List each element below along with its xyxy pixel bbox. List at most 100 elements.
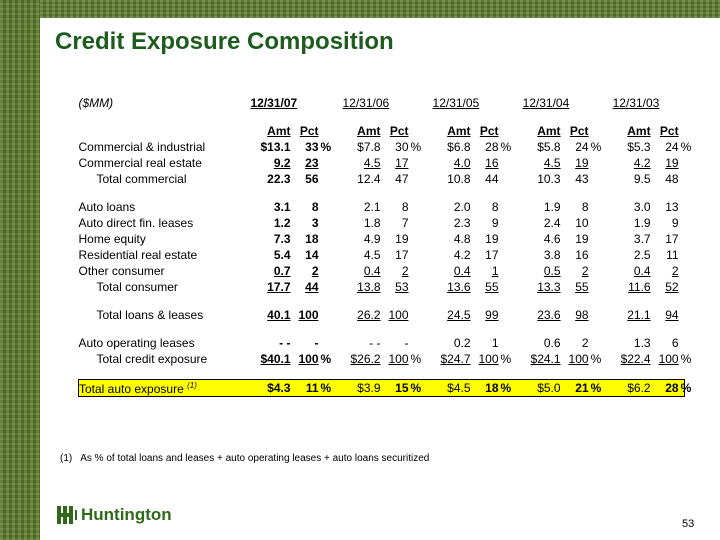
percent-sign (409, 263, 421, 279)
amount-cell: 9.2 (273, 156, 291, 170)
percent-sign (409, 307, 421, 323)
percent-sign (589, 155, 601, 171)
percent-sign (319, 199, 331, 215)
row-label: Total credit exposure (96, 352, 208, 366)
percent-sign (499, 199, 511, 215)
table-row: Other consumer 0.7 2 0.4 2 0.4 1 0.5 2 0.4 2 (79, 263, 685, 279)
percent-sign: % (588, 379, 602, 397)
percent-cell: 28 (650, 379, 679, 397)
percent-sign: % (320, 140, 332, 154)
amt-column-header: Amt (537, 124, 561, 138)
percent-sign (589, 215, 601, 231)
percent-cell: 8 (491, 200, 499, 214)
period-header: 12/31/04 (522, 96, 570, 110)
percent-sign (679, 155, 685, 171)
percent-cell: 55 (485, 280, 499, 294)
percent-sign (499, 279, 511, 295)
percent-cell: 9 (671, 216, 679, 230)
amount-cell: 4.5 (363, 156, 381, 170)
percent-sign (319, 335, 331, 351)
percent-cell: 100 (658, 352, 679, 366)
percent-cell: 17 (395, 248, 409, 262)
percent-sign (679, 215, 685, 231)
amt-column-header: Amt (357, 124, 381, 138)
percent-sign (319, 155, 331, 171)
amount-cell: 1.2 (273, 216, 291, 230)
percent-cell: 33 (305, 140, 319, 154)
amount-cell: 4.8 (453, 232, 471, 246)
percent-sign (499, 263, 511, 279)
amt-column-header: Amt (627, 124, 651, 138)
percent-sign (499, 231, 511, 247)
amount-cell: $7.8 (357, 140, 381, 154)
percent-cell: 100 (568, 352, 589, 366)
percent-cell: 19 (575, 232, 589, 246)
amount-cell: 26.2 (357, 308, 381, 322)
row-label: Commercial & industrial (78, 140, 206, 154)
amount-cell: $13.1 (260, 140, 291, 154)
percent-sign: % (500, 140, 512, 154)
amount-cell: 9.5 (633, 172, 651, 186)
amount-cell: $24.7 (440, 352, 471, 366)
percent-sign: % (500, 352, 512, 366)
percent-sign (679, 279, 685, 295)
period-header-row: ($MM) 12/31/07 12/31/06 12/31/05 12/31/0… (79, 95, 685, 111)
amount-cell: 2.0 (453, 200, 471, 214)
percent-cell: 30 (395, 140, 409, 154)
amount-cell: 10.8 (447, 172, 471, 186)
percent-sign: % (408, 379, 422, 397)
percent-cell: 2 (311, 264, 319, 278)
period-header: 12/31/06 (342, 96, 390, 110)
percent-sign (589, 263, 601, 279)
percent-cell: 16 (485, 156, 499, 170)
percent-cell: 17 (395, 156, 409, 170)
percent-sign (409, 279, 421, 295)
amount-cell: 0.2 (453, 336, 471, 350)
table-row: Commercial & industrial $13.1 33% $7.8 30% $6… (78, 139, 692, 155)
percent-cell: 11 (666, 248, 679, 262)
percent-cell: 15 (380, 379, 409, 397)
percent-cell: 19 (395, 232, 409, 246)
percent-sign: % (318, 379, 332, 397)
amount-cell: - - (369, 336, 381, 350)
pct-column-header: Pct (479, 124, 499, 138)
percent-sign (409, 215, 421, 231)
table-row: Total commercial 22.3 56 12.4 47 10.8 44 10.3 43… (79, 171, 685, 187)
amount-cell: 10.3 (537, 172, 561, 186)
percent-cell: 98 (575, 308, 589, 322)
percent-cell: 2 (581, 264, 589, 278)
percent-cell: 6 (671, 336, 679, 350)
percent-cell: 2 (401, 264, 409, 278)
top-decorative-band (40, 0, 720, 18)
percent-cell: 16 (575, 248, 589, 262)
amt-column-header: Amt (447, 124, 471, 138)
amount-cell: 2.4 (543, 216, 561, 230)
percent-cell: 8 (311, 200, 319, 214)
amount-cell: 4.9 (363, 232, 381, 246)
percent-sign: % (498, 379, 512, 397)
page-number: 53 (682, 518, 695, 530)
percent-sign (499, 171, 511, 187)
amount-cell: 3.7 (633, 232, 651, 246)
percent-cell: 100 (298, 308, 319, 322)
amount-cell: $6.8 (447, 140, 471, 154)
amount-cell: 13.8 (357, 280, 381, 294)
percent-cell: 53 (395, 280, 409, 294)
pct-column-header: Pct (569, 124, 589, 138)
percent-sign: % (678, 379, 692, 397)
percent-sign (409, 335, 421, 351)
pct-column-header: Pct (299, 124, 319, 138)
percent-cell: 94 (665, 308, 679, 322)
amount-cell: 4.5 (543, 156, 561, 170)
percent-sign (499, 215, 511, 231)
amount-cell: 0.4 (453, 264, 471, 278)
percent-cell: 1 (491, 336, 499, 350)
percent-cell: 44 (485, 172, 499, 186)
amount-cell: 1.8 (363, 216, 381, 230)
percent-sign (319, 247, 331, 263)
amount-cell: 13.6 (447, 280, 471, 294)
amount-cell: $40.1 (260, 352, 291, 366)
row-label: Total auto exposure (1) (78, 379, 241, 397)
percent-sign: % (680, 352, 692, 366)
percent-cell: 2 (581, 336, 589, 350)
